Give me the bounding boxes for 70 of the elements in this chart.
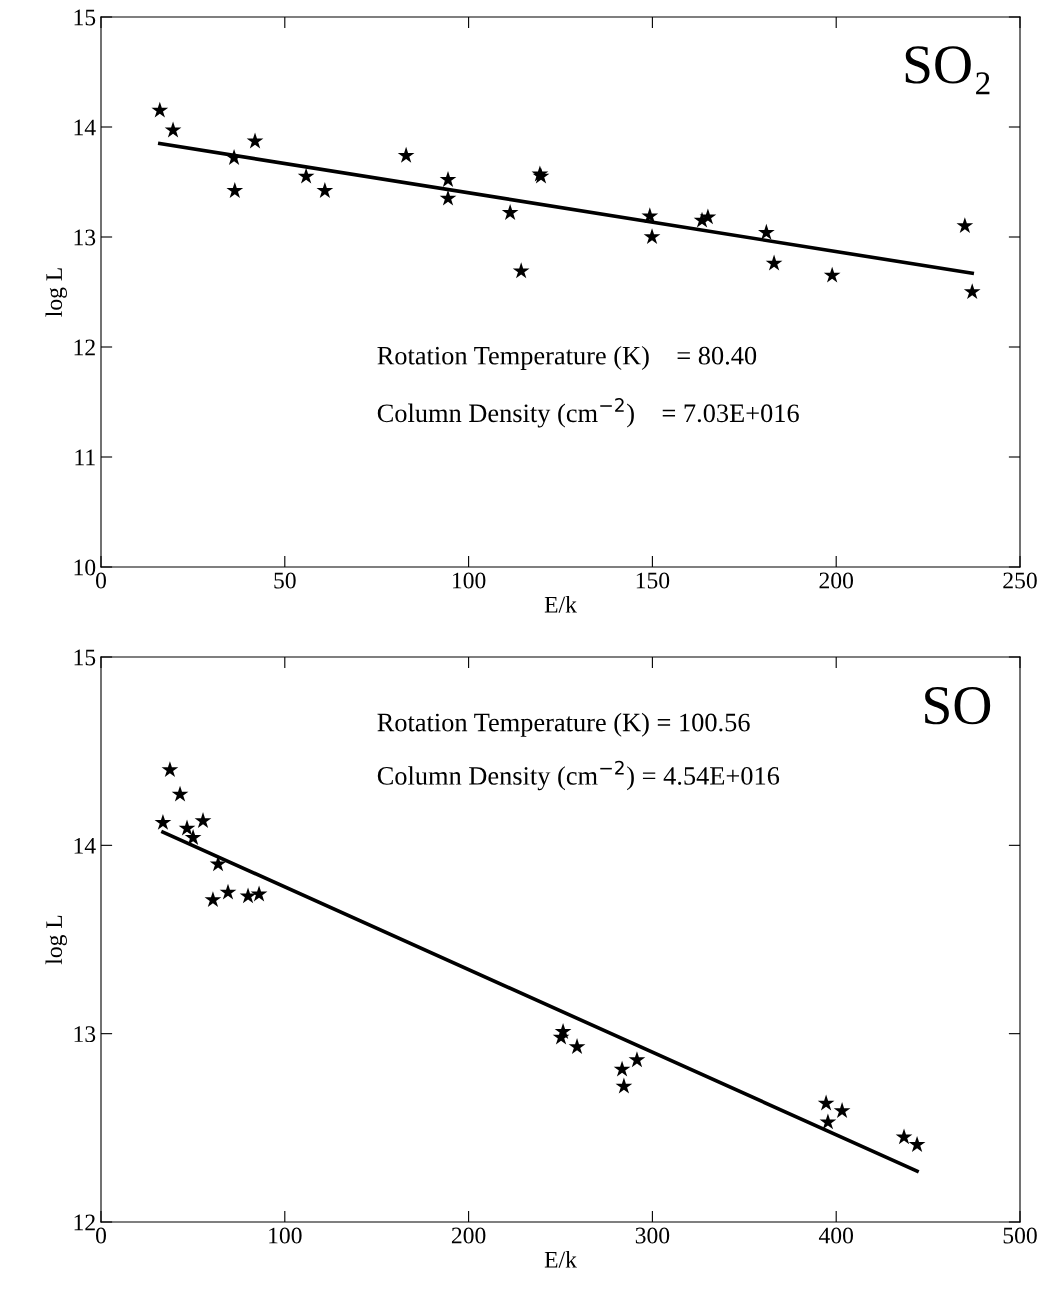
point (246, 132, 264, 149)
y-tick-label: 13 (74, 229, 96, 246)
point (819, 1113, 837, 1130)
x-tick-label: 300 (635, 1227, 670, 1244)
point (699, 208, 717, 225)
y-tick-label: 14 (74, 837, 96, 854)
y-axis-title: log L (45, 915, 67, 965)
x-tick-label: 200 (819, 572, 854, 589)
point (226, 182, 244, 198)
x-tick-label: 150 (636, 572, 670, 589)
y-tick-label: 15 (74, 9, 96, 26)
point (184, 829, 202, 845)
point (439, 189, 457, 206)
y-tick-label: 12 (74, 339, 95, 356)
point (956, 217, 974, 234)
point (501, 204, 519, 220)
point (823, 266, 841, 283)
y-tick-label: 15 (74, 649, 96, 666)
annotation: Column Density (cm$^{−2}$) = 7.03E+016 (377, 398, 799, 428)
annotation: Column Density (cm$^{−2}$) = 4.54E+016 (377, 760, 780, 791)
chart-title: SO₂ (905, 46, 990, 95)
point (758, 223, 775, 240)
point (833, 1102, 851, 1118)
x-tick-label: 100 (452, 572, 486, 589)
chart-title: SO (925, 687, 991, 725)
y-tick-label: 13 (74, 1026, 96, 1043)
y-axis-title: log L (45, 268, 67, 317)
point (164, 121, 182, 138)
point (250, 885, 268, 902)
point (895, 1128, 913, 1145)
x-tick-label: 0 (96, 572, 106, 589)
point (154, 813, 172, 830)
annotation: Rotation Temperature (K) = 80.40 (377, 346, 757, 370)
point (817, 1094, 835, 1111)
point (219, 883, 237, 900)
point (178, 819, 196, 836)
point (963, 283, 981, 300)
y-tick-label: 10 (74, 559, 96, 576)
point (161, 761, 179, 778)
point (297, 167, 315, 184)
point (204, 891, 222, 908)
point (151, 101, 169, 118)
point (908, 1136, 926, 1152)
point (568, 1038, 586, 1054)
point (512, 262, 530, 279)
point (171, 785, 189, 802)
point (765, 254, 783, 271)
point (439, 171, 457, 187)
y-tick-label: 11 (75, 449, 95, 466)
point (641, 207, 659, 224)
point (628, 1051, 646, 1068)
point (239, 887, 257, 904)
y-tick-label: 14 (74, 119, 96, 136)
x-tick-label: 250 (1003, 572, 1037, 589)
point (316, 182, 334, 198)
annotation: Rotation Temperature (K) = 100.56 (377, 712, 750, 737)
x-tick-label: 400 (818, 1227, 854, 1244)
point (615, 1077, 633, 1094)
x-axis-title: E/k (544, 1251, 577, 1268)
y-tick-label: 12 (74, 1214, 95, 1231)
point (397, 146, 415, 163)
x-tick-label: 0 (96, 1227, 106, 1244)
x-tick-label: 100 (269, 1227, 302, 1244)
point (194, 812, 212, 828)
point (643, 228, 661, 245)
point (613, 1060, 631, 1077)
x-tick-label: 200 (451, 1227, 486, 1244)
x-tick-label: 500 (1003, 1227, 1037, 1244)
x-tick-label: 50 (274, 572, 296, 589)
x-axis-title: E/k (544, 596, 577, 613)
